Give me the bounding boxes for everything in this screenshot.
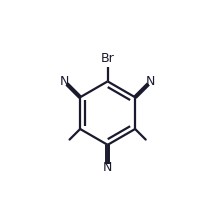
Text: N: N — [60, 75, 69, 88]
Text: N: N — [103, 161, 112, 174]
Text: Br: Br — [101, 52, 114, 65]
Text: N: N — [146, 75, 156, 88]
